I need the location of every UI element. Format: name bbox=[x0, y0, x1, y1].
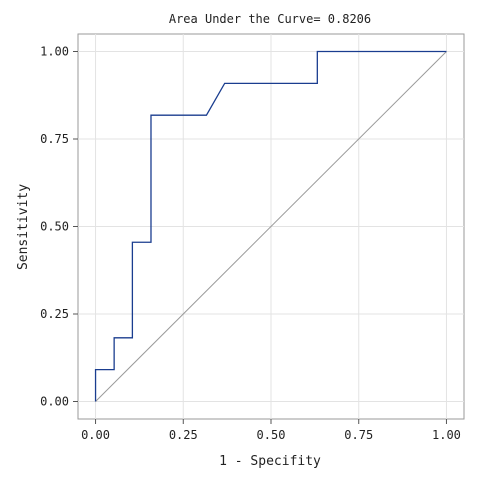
y-tick-label: 0.50 bbox=[40, 220, 69, 234]
grid bbox=[78, 34, 464, 419]
x-tick-label: 1.00 bbox=[432, 428, 461, 442]
chart-title: Area Under the Curve= 0.8206 bbox=[169, 12, 371, 26]
y-tick-label: 1.00 bbox=[40, 45, 69, 59]
y-tick-label: 0.00 bbox=[40, 395, 69, 409]
x-tick-label: 0.25 bbox=[169, 428, 198, 442]
x-tick-label: 0.00 bbox=[81, 428, 110, 442]
series-layer bbox=[94, 50, 447, 402]
x-tick-label: 0.75 bbox=[344, 428, 373, 442]
reference-diagonal-line bbox=[95, 51, 447, 402]
roc-curve-line bbox=[94, 50, 447, 402]
x-tick-label: 0.50 bbox=[257, 428, 286, 442]
axis-ticks: 0.00 0.25 0.50 0.75 1.00 0.00 0.25 0.50 0.75 1.00 bbox=[40, 45, 461, 443]
y-tick-label: 0.75 bbox=[40, 132, 69, 146]
x-axis-title: 1 - Specifity bbox=[219, 454, 321, 469]
y-axis-title: Sensitivity bbox=[16, 184, 31, 270]
y-tick-label: 0.25 bbox=[40, 307, 69, 321]
